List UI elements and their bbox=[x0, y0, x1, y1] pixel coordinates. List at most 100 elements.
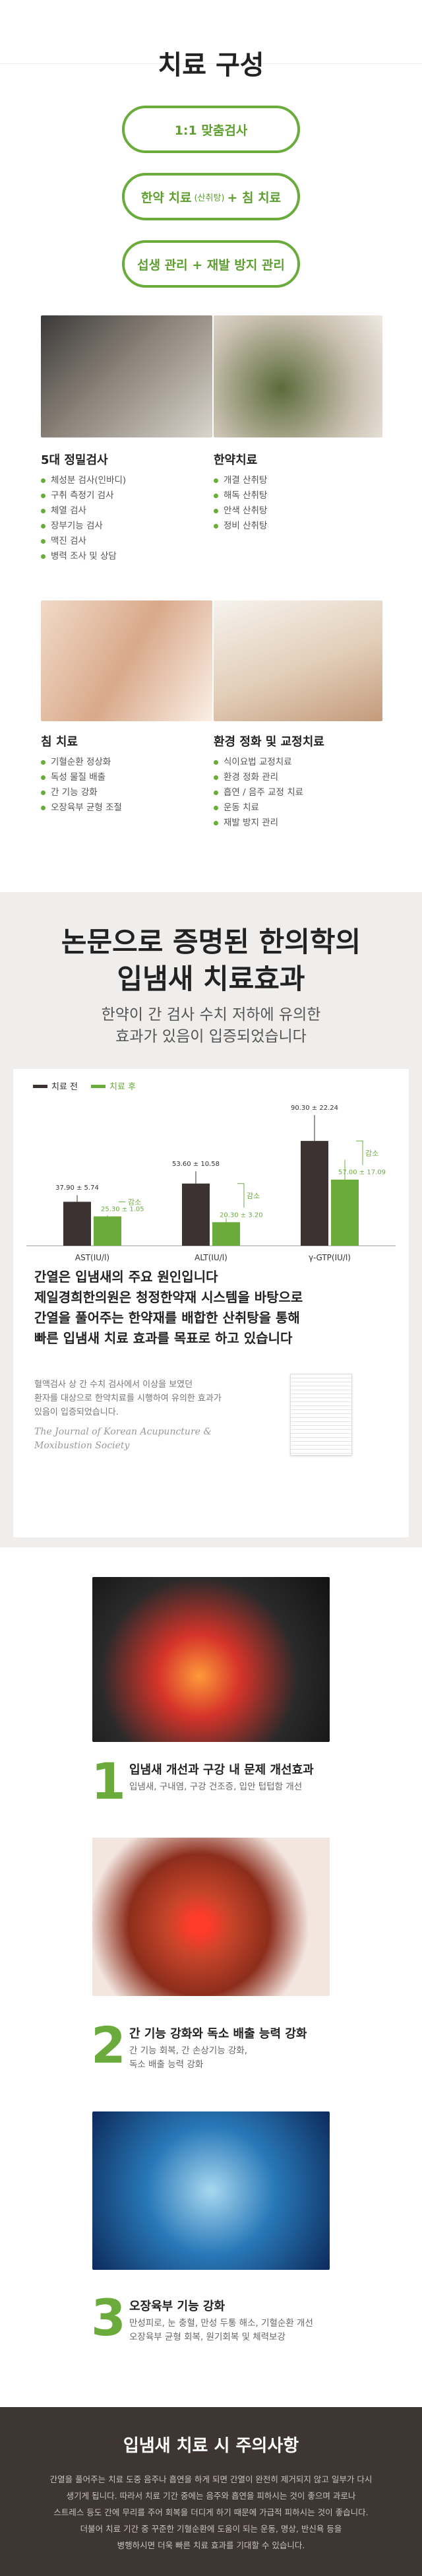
photo-herbal bbox=[214, 315, 382, 437]
bar bbox=[331, 1179, 359, 1246]
treatment-item: 정비 산취탕 bbox=[214, 519, 267, 534]
treatment-item: 체열 검사 bbox=[41, 503, 126, 519]
effect-title: 간 기능 강화와 독소 배출 능력 강화 bbox=[129, 2027, 307, 2041]
caution-section bbox=[0, 2407, 422, 2576]
treatment-item: 흡연 / 음주 교정 치료 bbox=[214, 785, 303, 800]
effect-desc: 간 기능 회복, 간 손상기능 강화, 독소 배출 능력 강화 bbox=[129, 2044, 247, 2072]
x-tick-label: ALT(IU/l) bbox=[195, 1253, 227, 1262]
treatment-item: 재발 방지 관리 bbox=[214, 816, 303, 831]
effect-title: 입냄새 개선과 구강 내 문제 개선효과 bbox=[129, 1763, 314, 1777]
treatment-title: 한약치료 bbox=[214, 453, 258, 467]
treatment-item: 운동 치료 bbox=[214, 800, 303, 816]
annotation: 감소 bbox=[247, 1192, 260, 1200]
treatment-item: 체성분 검사(인바디) bbox=[41, 473, 126, 488]
treatment-item: 오장육부 균형 조절 bbox=[41, 800, 122, 816]
treatment-item: 간 기능 강화 bbox=[41, 785, 122, 800]
bar bbox=[182, 1183, 210, 1246]
subtitle-line: 한약이 간 검사 수치 저하에 유의한 bbox=[101, 1006, 321, 1023]
step-pill: 한약 치료 (산취탕) + 침 치료 bbox=[122, 173, 300, 220]
value-label: 57.00 ± 17.09 bbox=[338, 1169, 386, 1176]
title-line: 입냄새 치료효과 bbox=[117, 963, 305, 995]
caution-line: 간열을 풀어주는 치료 도중 음주나 흡연을 하게 되면 간열이 완전히 제거되… bbox=[49, 2474, 373, 2484]
subtitle-line: 효과가 있음이 입증되었습니다 bbox=[115, 1028, 307, 1045]
photo-smoking bbox=[214, 600, 382, 721]
summary-line: 빠른 입냄새 치료 효과를 목표로 하고 있습니다 bbox=[34, 1330, 293, 1346]
caution-line: 스트레스 등도 간에 무리를 주어 회복을 더디게 하기 때문에 가급적 피하시… bbox=[53, 2507, 369, 2517]
x-tick-label: AST(IU/l) bbox=[75, 1253, 109, 1262]
annotation: 감소 bbox=[365, 1149, 378, 1157]
treatment-item: 맥진 검사 bbox=[41, 534, 126, 549]
treatment-list: 기혈순환 정상화 독성 물질 배출 간 기능 강화 오장육부 균형 조절 bbox=[41, 755, 122, 816]
treatment-item: 식이요법 교정치료 bbox=[214, 755, 303, 770]
paper-thumbnail bbox=[290, 1374, 352, 1456]
effect-number: 3 bbox=[91, 2288, 126, 2347]
effect-desc-line: 만성피로, 눈 충혈, 만성 두통 해소, 기혈순환 개선 bbox=[129, 2318, 313, 2329]
caution-line: 병행하시면 더욱 빠른 치료 효과를 기대할 수 있습니다. bbox=[117, 2540, 305, 2550]
value-label: 25.30 ± 1.05 bbox=[101, 1206, 144, 1213]
step-extra: + 침 치료 bbox=[227, 190, 282, 205]
photo-mouth bbox=[92, 1577, 330, 1742]
bar bbox=[212, 1222, 240, 1246]
legend-swatch bbox=[91, 1085, 106, 1088]
treatment-list: 개결 산취탕 해독 산취탕 안색 산취탕 정비 산취탕 bbox=[214, 473, 267, 534]
photo-exam bbox=[41, 315, 212, 437]
value-label: 53.60 ± 10.58 bbox=[172, 1161, 220, 1168]
photo-liver bbox=[92, 1838, 330, 1996]
effect-number: 1 bbox=[91, 1752, 126, 1811]
value-label: 37.90 ± 5.74 bbox=[55, 1184, 99, 1192]
note-line: 환자를 대상으로 한약치료를 시행하여 유의한 효과가 bbox=[34, 1394, 222, 1403]
caution-title: 입냄새 치료 시 주의사항 bbox=[123, 2436, 299, 2456]
step-text: 한약 치료 bbox=[140, 190, 192, 205]
photo-organs bbox=[92, 2111, 330, 2270]
treatment-item: 병력 조사 및 상담 bbox=[41, 549, 126, 564]
legend-label: 치료 전 bbox=[51, 1082, 78, 1092]
treatment-title: 5대 정밀검사 bbox=[41, 453, 108, 467]
bar bbox=[301, 1141, 328, 1246]
title-line: 논문으로 증명된 한의학의 bbox=[61, 926, 361, 958]
effect-title: 오장육부 기능 강화 bbox=[129, 2300, 226, 2313]
bar bbox=[63, 1202, 91, 1246]
treatment-item: 개결 산취탕 bbox=[214, 473, 267, 488]
effect-desc-line: 입냄새, 구내염, 구강 건조증, 입안 텁텁함 개선 bbox=[129, 1782, 303, 1792]
treatment-list: 체성분 검사(인바디) 구취 측정기 검사 체열 검사 장부기능 검사 맥진 검사 병력 … bbox=[41, 473, 126, 564]
effect-desc-line: 독소 배출 능력 강화 bbox=[129, 2059, 204, 2070]
section-title: 치료 구성 bbox=[158, 50, 264, 80]
note-line: 있음이 입증되었습니다. bbox=[34, 1407, 119, 1417]
chart: 치료 전 치료 후 AST(IU/l) 37.90 ± 5.74 25.30 ± 1.0… bbox=[26, 1082, 396, 1262]
legend-label: 치료 후 bbox=[109, 1082, 136, 1092]
treatment-title: 침 치료 bbox=[41, 735, 78, 749]
annotation: 감소 bbox=[128, 1198, 141, 1206]
value-label: 20.30 ± 3.20 bbox=[220, 1211, 263, 1219]
effect-number: 2 bbox=[91, 2016, 126, 2075]
value-label: 90.30 ± 22.24 bbox=[291, 1105, 338, 1112]
photo-acupuncture bbox=[41, 600, 212, 721]
summary-line: 간열은 입냄새의 주요 원인입니다 bbox=[34, 1269, 218, 1285]
caution-text: 간열을 풀어주는 치료 도중 음주나 흡연을 하게 되면 간열이 완전히 제거되… bbox=[0, 2471, 422, 2554]
summary-line: 간열을 풀어주는 한약재를 배합한 산취탕을 통해 bbox=[34, 1310, 300, 1326]
top-bar bbox=[0, 0, 422, 64]
treatment-item: 장부기능 검사 bbox=[41, 519, 126, 534]
note-line: 혈액검사 상 간 수치 검사에서 이상을 보였던 bbox=[34, 1380, 193, 1390]
x-tick-label: γ-GTP(IU/l) bbox=[309, 1253, 351, 1262]
evidence-card bbox=[13, 1069, 409, 1537]
treatment-item: 구취 측정기 검사 bbox=[41, 488, 126, 503]
treatment-list: 식이요법 교정치료 환경 정화 관리 흡연 / 음주 교정 치료 운동 치료 재발 방지… bbox=[214, 755, 303, 831]
decrease-bracket bbox=[356, 1140, 363, 1165]
step-note: (산취탕) bbox=[194, 193, 225, 203]
effect-desc-line: 오장육부 균형 회복, 원기회복 및 체력보강 bbox=[129, 2332, 286, 2342]
decrease-bracket bbox=[237, 1183, 245, 1208]
effect-desc: 입냄새, 구내염, 구강 건조증, 입안 텁텁함 개선 bbox=[129, 1780, 302, 1794]
summary: 간열은 입냄새의 주요 원인입니다 제일경희한의원은 청정한약재 시스템을 바탕으… bbox=[34, 1267, 303, 1349]
treatment-title: 환경 정화 및 교정치료 bbox=[214, 735, 324, 749]
treatment-item: 해독 산취탕 bbox=[214, 488, 267, 503]
caution-line: 더불어 치료 기간 중 꾸준한 기혈순환에 도움이 되는 운동, 명상, 반신욕… bbox=[80, 2524, 342, 2534]
step-text: 섭생 관리 + 재발 방지 관리 bbox=[137, 257, 285, 273]
effect-desc-line: 간 기능 회복, 간 손상기능 강화, bbox=[129, 2045, 248, 2056]
treatment-item: 안색 산취탕 bbox=[214, 503, 267, 519]
legend-swatch bbox=[33, 1085, 47, 1088]
